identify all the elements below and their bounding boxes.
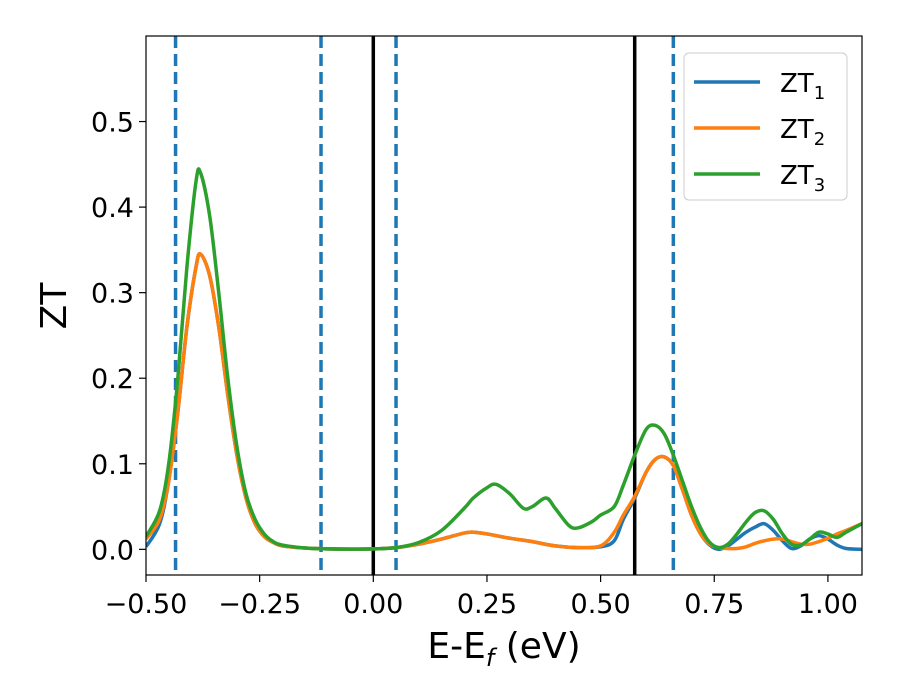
- y-tick-label: 0.3: [91, 279, 134, 310]
- y-tick-label: 0.1: [91, 450, 134, 481]
- x-tick-label: 1.00: [798, 589, 858, 620]
- reference-lines: [173, 36, 676, 575]
- x-axis-title-main: E-E: [427, 626, 485, 667]
- legend-label-1: ZT1: [780, 69, 825, 104]
- x-tick-label: −0.25: [218, 589, 301, 620]
- legend: ZT1 ZT2 ZT3: [683, 52, 848, 201]
- x-tick-label: 0.25: [457, 589, 517, 620]
- plot-frame: [145, 35, 863, 576]
- x-tick-label: 0.50: [571, 589, 631, 620]
- series-line-3: [146, 167, 862, 551]
- y-tick-label: 0.0: [91, 535, 134, 566]
- series-lines: [146, 167, 862, 552]
- legend-box: [683, 52, 848, 201]
- x-axis-title-unit: (eV): [494, 626, 580, 667]
- y-tick-label: 0.5: [91, 108, 134, 139]
- x-tick-label: 0.00: [343, 589, 403, 620]
- y-axis-ticks: 0.0 0.1 0.2 0.3 0.4 0.5: [91, 108, 146, 566]
- x-tick-label: −0.50: [105, 589, 188, 620]
- y-tick-label: 0.4: [91, 193, 134, 224]
- legend-label-2: ZT2: [780, 115, 825, 150]
- x-tick-label: 0.75: [684, 589, 744, 620]
- y-axis-title: ZT: [34, 282, 75, 330]
- legend-label-3: ZT3: [780, 161, 825, 196]
- x-axis-ticks: −0.50 −0.25 0.00 0.25 0.50 0.75 1.00: [105, 575, 858, 620]
- series-line-2: [146, 252, 862, 551]
- y-tick-label: 0.2: [91, 364, 134, 395]
- x-axis-title: E-Ef (eV): [427, 626, 580, 672]
